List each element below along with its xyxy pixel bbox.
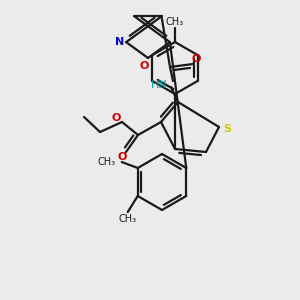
Text: N: N — [115, 37, 124, 47]
Text: O: O — [139, 61, 149, 71]
Text: O: O — [117, 152, 127, 162]
Text: O: O — [111, 113, 121, 123]
Text: HN: HN — [151, 80, 167, 90]
Text: O: O — [191, 54, 201, 64]
Text: CH₃: CH₃ — [98, 157, 116, 167]
Text: CH₃: CH₃ — [166, 17, 184, 27]
Text: CH₃: CH₃ — [119, 214, 137, 224]
Text: S: S — [223, 124, 231, 134]
